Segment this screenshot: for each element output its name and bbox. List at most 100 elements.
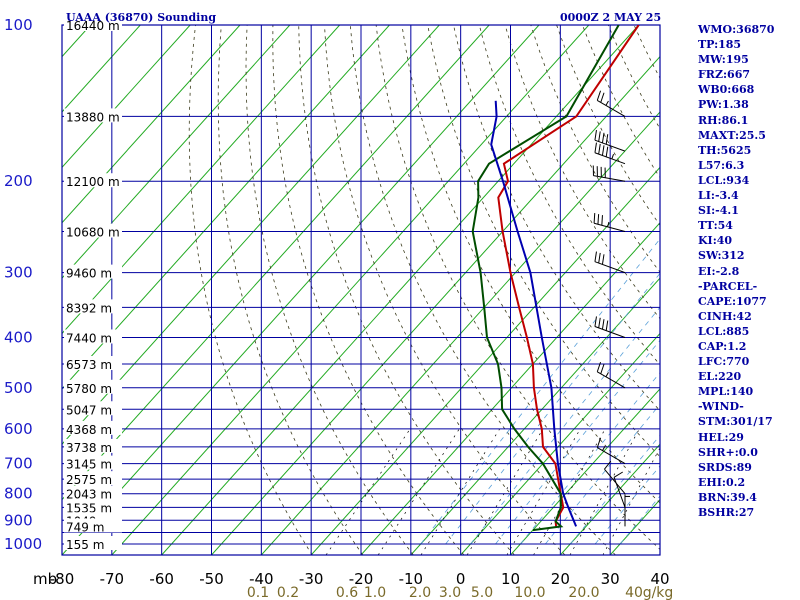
moist-adiabat-line — [495, 339, 660, 545]
wind-barb — [594, 130, 626, 152]
index-item: PW:1.38 — [698, 98, 749, 112]
barb-tick — [596, 90, 602, 101]
index-item: STM:301/17 — [698, 415, 773, 429]
barb-half-tick — [602, 446, 606, 451]
wind-barb — [596, 90, 626, 117]
pressure-tick-label: 900 — [4, 511, 33, 529]
mixing-ratio-tick-label: g/kg — [643, 585, 674, 600]
height-label-bg — [64, 455, 122, 470]
mixing-ratio-line — [533, 428, 606, 555]
barb-staff — [594, 261, 626, 274]
barb-tick — [601, 132, 605, 144]
height-tick-label: 4368 m — [66, 423, 112, 437]
barb-tick — [605, 134, 609, 145]
temperature-tick-label: -80 — [50, 570, 75, 588]
index-item: WMO:36870 — [698, 23, 775, 36]
index-item: WB0:668 — [698, 83, 755, 97]
dry-adiabat-line — [188, 25, 313, 555]
barb-staff — [593, 175, 626, 182]
height-tick-label: 9460 m — [66, 267, 112, 281]
height-label-bg — [64, 401, 122, 416]
wind-barb — [596, 437, 626, 465]
height-tick-label: 7440 m — [66, 331, 112, 345]
pressure-tick-label: 500 — [4, 379, 33, 397]
height-tick-label: 12100 m — [66, 175, 120, 189]
barb-tick — [596, 437, 602, 448]
barb-staff — [594, 326, 626, 338]
barb-tick — [600, 92, 605, 103]
sounding-line — [471, 25, 620, 532]
barb-staff — [594, 139, 626, 152]
moist-adiabat-line — [619, 495, 660, 545]
barb-tick — [605, 320, 609, 331]
isotherm-line — [62, 25, 291, 279]
barb-staff — [604, 468, 626, 495]
wind-barb — [596, 361, 626, 389]
temperature-tick-label: -10 — [399, 570, 424, 588]
mixing-ratio-grid — [325, 428, 660, 555]
height-tick-label: 16440 m — [66, 19, 120, 33]
dry-adiabat-line — [349, 25, 616, 555]
sounding-time: 0000Z 2 MAY 25 — [560, 11, 661, 24]
index-item: LI:-3.4 — [698, 189, 739, 203]
height-label-bg — [64, 499, 122, 514]
wind-barb — [593, 213, 626, 233]
height-tick-label: 10680 m — [66, 226, 120, 240]
height-label-bg — [64, 536, 122, 551]
barb-staff — [597, 99, 626, 117]
barb-tick — [598, 131, 601, 142]
index-item: L57:6.3 — [698, 158, 745, 172]
isotherm-line — [62, 25, 440, 446]
barb-staff — [597, 447, 626, 465]
wind-barb — [594, 316, 626, 338]
mixing-ratio-tick-label: 5.0 — [471, 585, 493, 600]
pressure-unit-label: mb — [33, 570, 57, 588]
barb-tick — [601, 319, 605, 330]
moist-adiabat-line — [420, 238, 660, 545]
height-tick-label: 3145 m — [66, 458, 112, 472]
height-label-bg — [64, 17, 122, 31]
mixing-ratio-tick-label: 1.0 — [364, 585, 386, 600]
isotherm-grid — [62, 25, 660, 555]
temperature-tick-label: -20 — [349, 570, 374, 588]
index-item: MW:195 — [698, 53, 749, 67]
index-item: RH:86.1 — [698, 113, 749, 127]
height-label-bg — [64, 485, 122, 500]
index-item: MPL:140 — [698, 385, 754, 399]
height-label-bg — [64, 471, 122, 486]
barb-half-tick — [605, 372, 609, 378]
sounding-line — [490, 100, 578, 527]
pressure-tick-label: 700 — [4, 455, 33, 473]
index-item: -PARCEL- — [698, 279, 758, 293]
height-label-bg — [64, 264, 122, 279]
index-item: HEL:29 — [698, 430, 744, 444]
barb-tick — [604, 460, 612, 470]
temperature-tick-label: 30 — [601, 570, 620, 588]
barb-half-tick — [605, 100, 609, 106]
isotherm-line — [62, 25, 341, 335]
height-label-bg — [64, 518, 122, 533]
height-label-bg — [64, 299, 122, 314]
index-item: TP:185 — [698, 38, 742, 52]
barb-tick — [593, 213, 596, 224]
plot-frame — [61, 24, 661, 556]
index-item: EHI:0.2 — [698, 475, 746, 489]
wind-barb — [604, 460, 626, 495]
dry-adiabat-line — [453, 25, 660, 412]
isotherm-line — [559, 443, 660, 555]
mixing-ratio-line — [602, 447, 660, 555]
isotherm-line — [260, 111, 660, 555]
index-item: LCL:934 — [698, 173, 750, 187]
height-label-bg — [64, 108, 122, 123]
pressure-tick-label: 800 — [4, 485, 33, 503]
moist-adiabat-line — [470, 306, 660, 545]
isotherm-line — [111, 25, 590, 555]
isobar-grid — [61, 24, 661, 556]
barb-tick — [594, 316, 597, 327]
height-tick-label: 8392 m — [66, 301, 112, 315]
height-label-bg — [64, 223, 122, 238]
barb-tick — [601, 254, 605, 265]
isotherm-line — [360, 222, 660, 555]
height-tick-label: 1535 m — [66, 501, 112, 515]
